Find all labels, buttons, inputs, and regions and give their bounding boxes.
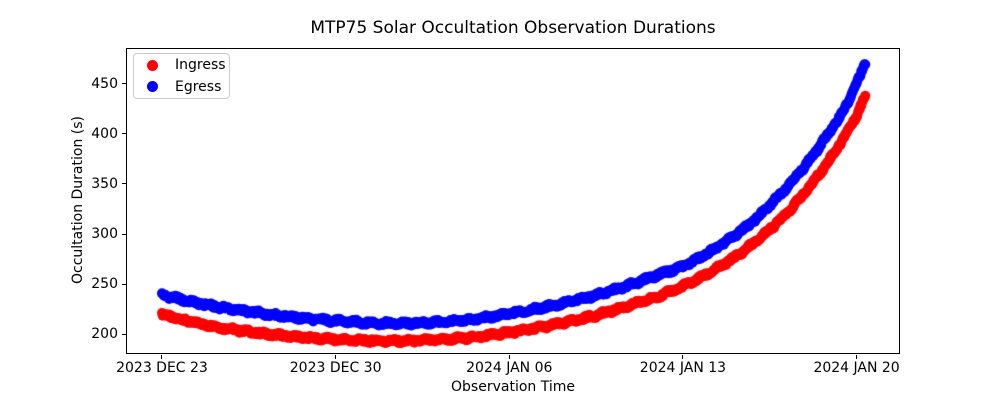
x-tick-label: 2023 DEC 23 bbox=[116, 360, 208, 376]
x-axis-label: Observation Time bbox=[451, 379, 575, 395]
x-tick bbox=[508, 354, 510, 359]
x-tick-label: 2024 JAN 13 bbox=[639, 360, 727, 376]
y-tick-label: 300 bbox=[91, 226, 118, 243]
legend-label-egress: Egress bbox=[175, 78, 222, 95]
x-tick-label: 2023 DEC 30 bbox=[289, 360, 382, 376]
x-tick bbox=[856, 354, 858, 359]
y-tick bbox=[121, 183, 126, 185]
y-tick bbox=[121, 283, 126, 285]
x-tick bbox=[161, 354, 163, 359]
ingress-marker-icon bbox=[147, 59, 158, 71]
x-tick-label: 2024 JAN 06 bbox=[466, 360, 553, 376]
chart-title: MTP75 Solar Occultation Observation Dura… bbox=[310, 18, 716, 38]
x-tick-label: 2024 JAN 20 bbox=[813, 360, 900, 376]
legend-label-ingress: Ingress bbox=[175, 57, 226, 74]
y-tick-label: 400 bbox=[91, 125, 118, 142]
y-tick bbox=[121, 333, 126, 335]
legend-item-ingress: Ingress bbox=[134, 55, 229, 75]
y-tick-label: 350 bbox=[91, 175, 118, 192]
y-tick-label: 450 bbox=[91, 75, 118, 92]
y-tick bbox=[121, 83, 126, 85]
x-tick bbox=[682, 354, 684, 359]
x-tick bbox=[335, 354, 337, 359]
y-tick-label: 250 bbox=[91, 276, 118, 293]
y-tick-label: 200 bbox=[91, 326, 118, 343]
egress-marker-icon bbox=[147, 81, 158, 93]
y-tick bbox=[121, 233, 126, 235]
legend: Ingress Egress bbox=[133, 53, 230, 99]
legend-item-egress: Egress bbox=[134, 77, 229, 97]
plot-area bbox=[126, 48, 900, 354]
y-tick bbox=[121, 133, 126, 135]
